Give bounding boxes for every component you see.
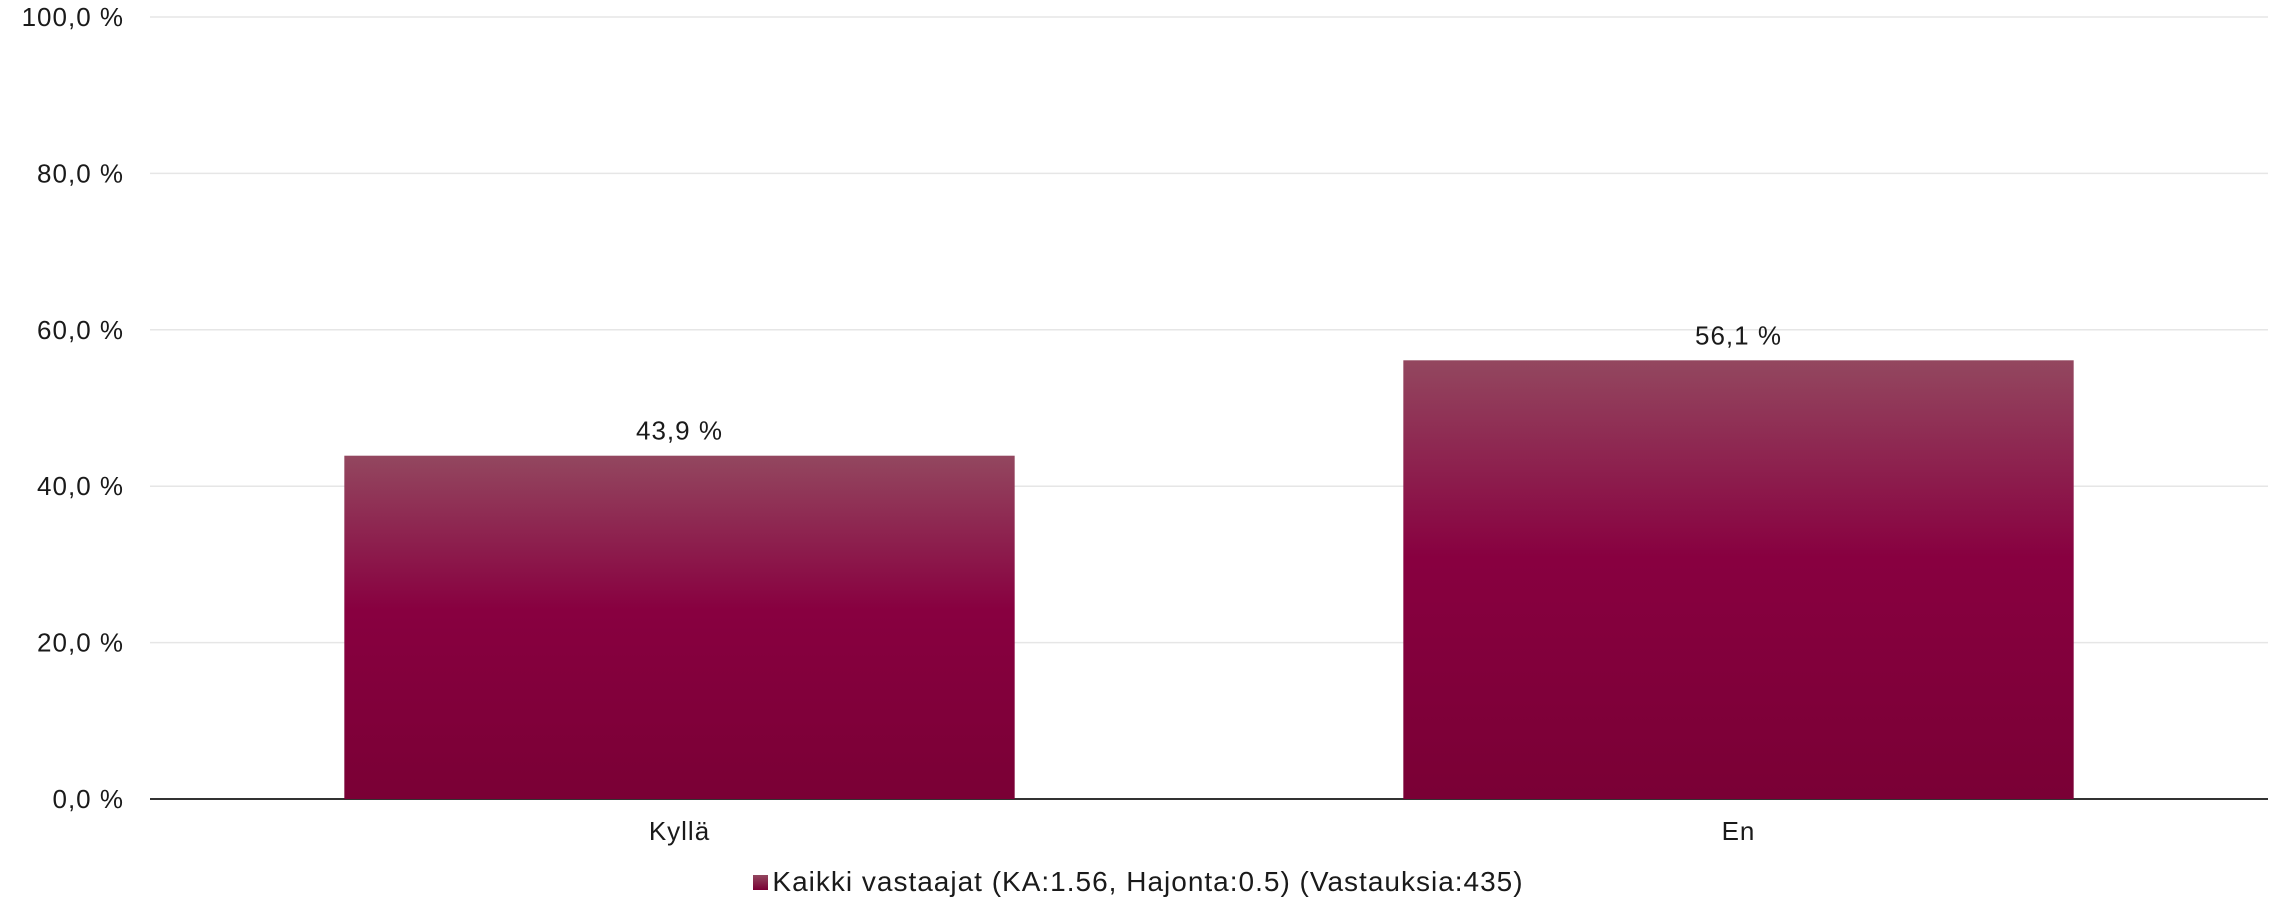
y-tick-label: 20,0 % [37,628,124,658]
y-tick-label: 80,0 % [37,158,124,188]
data-labels: 43,9 % 56,1 % [636,320,1782,446]
bar [1403,360,2074,799]
legend-swatch [753,874,769,890]
bar [344,455,1015,799]
data-label: 43,9 % [636,416,723,446]
data-label: 56,1 % [1695,320,1782,350]
x-axis: Kyllä En [649,816,1756,846]
y-tick-label: 60,0 % [37,315,124,345]
bars [344,360,2074,799]
y-tick-label: 0,0 % [53,784,125,814]
legend-label: Kaikki vastaajat (KA:1.56, Hajonta:0.5) … [772,866,1524,897]
legend: Kaikki vastaajat (KA:1.56, Hajonta:0.5) … [0,866,2277,898]
x-tick-label: En [1722,816,1756,846]
y-tick-label: 100,0 % [22,2,124,32]
y-tick-label: 40,0 % [37,471,124,501]
x-tick-label: Kyllä [649,816,710,846]
